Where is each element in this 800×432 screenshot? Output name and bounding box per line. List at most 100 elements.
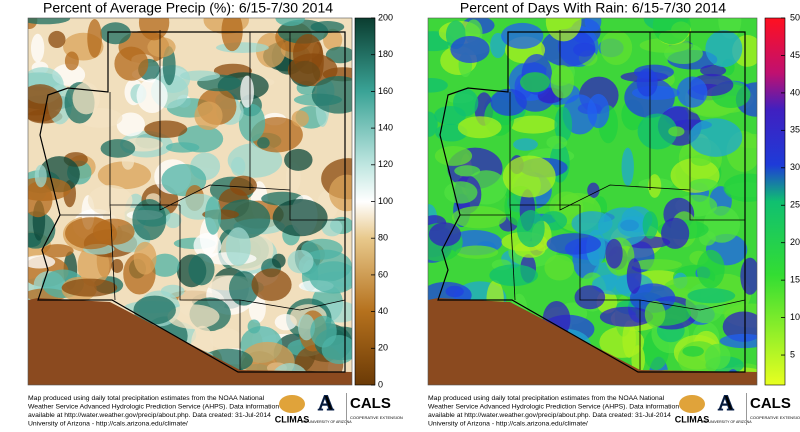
map-blob [247, 319, 261, 334]
map-blob [700, 64, 727, 77]
map-blob [321, 218, 343, 237]
ua-logo-text: THE UNIVERSITY OF ARIZONA [300, 420, 352, 424]
map-blob [230, 156, 246, 177]
map-blob [132, 199, 167, 241]
map-blob [34, 164, 47, 188]
map-blob [550, 64, 575, 99]
extension-text: COOPERATIVE EXTENSION [750, 415, 800, 420]
colorbar-tick-label: 120 [378, 159, 393, 169]
map-blob [72, 82, 100, 115]
map-blob [329, 174, 352, 212]
map-blob [642, 211, 659, 239]
map-blob [546, 135, 568, 150]
map-blob [271, 253, 286, 268]
map-blob [147, 37, 176, 58]
map-frame [27, 17, 353, 386]
map-blob [631, 345, 645, 374]
colorbar-tick-label: 200 [378, 12, 393, 22]
colorbar-tick-label: 140 [378, 122, 393, 132]
map-blob [138, 18, 170, 41]
map-blob [428, 222, 462, 247]
map-blob [691, 154, 712, 166]
colorbar-tick-label: 20 [790, 237, 800, 247]
colorbar-tick-label: 80 [378, 233, 388, 243]
cals-logo-text: CALS [750, 395, 791, 412]
footer-line: Map produced using daily total precipita… [28, 395, 265, 402]
map-blob [287, 53, 338, 87]
map-blob [696, 249, 725, 289]
map-blob [434, 105, 466, 125]
colorbar [764, 17, 786, 386]
county-line [689, 32, 745, 221]
map-blob [164, 212, 182, 229]
map-blob [544, 254, 575, 281]
map-blob [48, 30, 66, 49]
map-blob [629, 283, 676, 313]
map-blob [217, 199, 271, 239]
footer-line: available at http://water.weather.gov/pr… [428, 412, 671, 419]
colorbar-tick-label: 100 [378, 196, 393, 206]
map-blob [626, 258, 642, 294]
map-blob [444, 181, 478, 204]
map-blob [434, 145, 473, 166]
map-blob [133, 241, 157, 275]
map-blob [451, 206, 507, 229]
colorbar-tick-label: 45 [790, 50, 800, 60]
map-blob [509, 115, 558, 134]
map-blob [454, 165, 481, 177]
map-blob [617, 216, 650, 238]
map-blob [238, 103, 266, 142]
colorbar-tick-label: 30 [790, 162, 800, 172]
map-blob [632, 259, 682, 271]
map-blob [61, 278, 118, 297]
map-blob [114, 46, 149, 81]
footer-line: Weather Service Advanced Hydrologic Pred… [28, 403, 279, 410]
map-blob [723, 173, 757, 202]
map-blob [291, 110, 309, 127]
map-blob [194, 101, 223, 130]
footer-line: available at http://water.weather.gov/pr… [28, 412, 271, 419]
map-blob [301, 238, 343, 260]
county-line [289, 32, 345, 221]
footer-line: Weather Service Advanced Hydrologic Pred… [428, 403, 679, 410]
colorbar-tick-label: 20 [378, 343, 388, 353]
climas-logo-sun [279, 395, 305, 413]
map-blob [251, 268, 292, 301]
map-blob [682, 345, 704, 357]
map-blob [584, 18, 602, 33]
map-panel: Percent of Average Precip (%): 6/15-7/30… [27, 0, 403, 427]
map-blob [97, 161, 152, 190]
footer-line: Map produced using daily total precipita… [428, 395, 665, 402]
climas-logo-text: CLIMAS [275, 414, 310, 424]
colorbar-tick-label: 60 [378, 269, 388, 279]
colorbar-tick-label: 15 [790, 275, 800, 285]
map-blob [65, 217, 117, 250]
colorbar-tick-label: 40 [378, 306, 388, 316]
colorbar-tick-label: 160 [378, 86, 393, 96]
footer-line: University of Arizona - http://cals.ariz… [428, 420, 588, 427]
map-blob [28, 84, 63, 122]
map-blob [661, 217, 690, 249]
map-blob [571, 211, 613, 236]
extension-text: COOPERATIVE EXTENSION [350, 415, 403, 420]
colorbar-tick-label: 10 [790, 312, 800, 322]
map-blob [637, 113, 678, 150]
map-blob [573, 42, 596, 57]
map-raster [28, 18, 352, 385]
ua-logo-a: A [718, 390, 734, 415]
map-blob [167, 304, 220, 329]
map-blob [257, 137, 270, 149]
map-title: Percent of Days With Rain: 6/15-7/30 201… [460, 0, 726, 16]
map-blob [284, 148, 313, 171]
map-blob [204, 196, 222, 235]
map-blob [275, 18, 306, 27]
climas-logo-sun [679, 395, 705, 413]
map-blob [546, 233, 601, 255]
map-blob [516, 210, 545, 248]
map-blob [136, 78, 168, 114]
map-blob [455, 245, 499, 259]
map-blob [221, 18, 243, 52]
map-blob [100, 139, 136, 158]
ua-logo-a: A [318, 390, 334, 415]
cals-divider [346, 393, 347, 425]
